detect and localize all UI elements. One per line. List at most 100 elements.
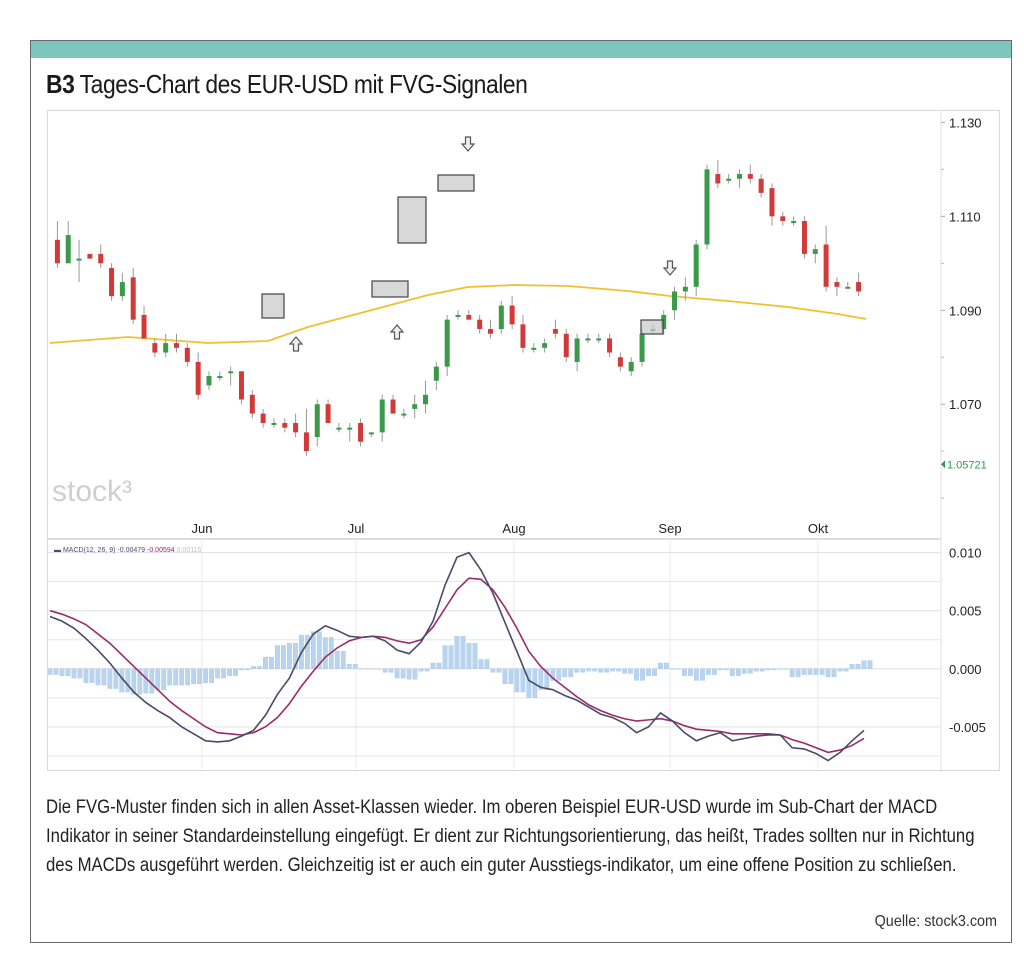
histogram-bar [59, 668, 65, 676]
macd-y-tick-label: 0.010 [949, 546, 982, 561]
bull-candle [76, 258, 82, 261]
bull-candle [379, 399, 385, 433]
macd-histogram [48, 631, 873, 699]
histogram-bar [448, 645, 454, 669]
macd-line [49, 551, 865, 762]
histogram-bar [400, 668, 406, 679]
histogram-bar [203, 668, 209, 683]
bear-candle [563, 333, 569, 358]
x-axis: Jun Jul Aug Sep Okt [192, 521, 829, 536]
histogram-bar [598, 668, 604, 673]
histogram-bar [771, 668, 777, 671]
bull-candle [314, 404, 320, 438]
bull-candle [704, 169, 710, 245]
bull-candle [119, 282, 125, 297]
histogram-bar [239, 668, 244, 671]
bear-candle [184, 347, 190, 362]
y-tick-label: 1.090 [949, 303, 982, 318]
y-tick-label: 1.110 [949, 209, 981, 224]
figure-caption: Die FVG-Muster finden sich in allen Asse… [46, 797, 975, 876]
histogram-bar [95, 668, 101, 686]
histogram-bar [711, 668, 717, 675]
bull-candle [542, 343, 548, 348]
histogram-bar [622, 668, 627, 674]
histogram-bar [472, 643, 478, 669]
bull-candle [845, 286, 851, 289]
chart-container: Jun Jul Aug Sep Okt 1.130 1.110 1.090 1.070 stock… [47, 110, 1000, 772]
bull-candle [444, 319, 450, 367]
histogram-bar [107, 668, 113, 689]
histogram-bar [610, 668, 616, 672]
bull-candle [693, 244, 699, 287]
x-tick-label: Jun [192, 521, 213, 536]
last-price-marker [941, 460, 945, 469]
histogram-bar [71, 668, 77, 679]
histogram-bar [442, 645, 448, 669]
histogram-bar [89, 668, 95, 683]
histogram-bar [502, 668, 508, 685]
down-arrow-icon [460, 136, 476, 152]
x-tick-label: Jul [348, 521, 365, 536]
histogram-bar [233, 668, 238, 676]
histogram-bar [861, 660, 867, 669]
histogram-bar [65, 668, 71, 676]
bear-candle [195, 361, 201, 395]
histogram-bar [197, 668, 203, 685]
histogram-bar [334, 651, 340, 669]
histogram-bar [568, 668, 574, 678]
histogram-bar [304, 634, 310, 669]
histogram-bar [185, 668, 191, 686]
bull-candle [498, 305, 504, 330]
macd-y-axis: 0.010 0.005 0.000 -0.005 [949, 546, 986, 735]
histogram-bar [699, 668, 705, 681]
fvg-box [371, 280, 409, 298]
histogram-bar [520, 668, 526, 693]
bear-candle [249, 394, 255, 414]
bull-candle [726, 178, 732, 181]
histogram-bar [149, 668, 155, 694]
bear-candle [466, 314, 472, 320]
histogram-bar [676, 668, 681, 670]
histogram-bar [454, 636, 460, 669]
histogram-bar [723, 668, 729, 671]
histogram-bar [430, 662, 436, 669]
bull-candle [368, 432, 374, 435]
bull-candle [661, 314, 667, 330]
histogram-bar [322, 637, 328, 669]
bull-candle [65, 235, 71, 264]
figure-top-bar [31, 41, 1011, 58]
histogram-bar [287, 643, 292, 669]
bull-candle [596, 338, 602, 341]
down-arrow-icon [662, 260, 678, 276]
histogram-bar [658, 662, 663, 669]
histogram-bar [843, 668, 849, 672]
bull-candle [455, 314, 461, 317]
histogram-bar [281, 645, 286, 669]
histogram-bar [316, 631, 322, 669]
histogram-bar [705, 668, 711, 675]
bear-candle [780, 216, 786, 222]
histogram-bar [586, 668, 592, 672]
histogram-bar [807, 668, 813, 675]
macd-legend: ▬ MACD(12, 26, 9) -0.00479 -0.00594 0.00… [54, 547, 202, 554]
histogram-bar [215, 668, 220, 679]
histogram-bar [753, 668, 759, 672]
bear-candle [856, 282, 862, 292]
bull-candle [791, 221, 797, 224]
y-tick-label: 1.130 [949, 115, 982, 130]
histogram-bar [777, 668, 783, 670]
histogram-bar [682, 668, 687, 676]
histogram-bar [652, 668, 657, 676]
bear-candle [130, 277, 136, 320]
bear-candle [801, 221, 807, 254]
bull-candle [347, 427, 353, 430]
histogram-bar [143, 668, 149, 694]
bear-candle [552, 329, 558, 334]
histogram-bar [245, 668, 250, 671]
histogram-bar [358, 668, 364, 670]
bear-candle [303, 432, 309, 452]
bull-candle [672, 291, 678, 311]
bull-candle [585, 338, 591, 341]
histogram-bar [179, 668, 185, 686]
y-tick-label: 1.070 [949, 397, 982, 412]
